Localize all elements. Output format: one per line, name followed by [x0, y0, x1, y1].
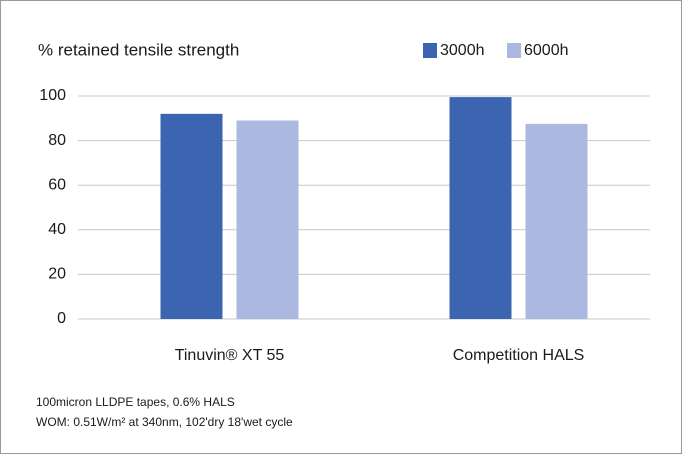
bar — [525, 123, 588, 319]
y-tick-label: 40 — [48, 221, 66, 238]
bar — [236, 120, 299, 319]
x-tick-label: Tinuvin® XT 55 — [175, 347, 285, 364]
bar — [449, 97, 512, 320]
legend-swatch — [507, 43, 521, 58]
note: 100micron LLDPE tapes, 0.6% HALS — [36, 395, 235, 409]
y-tick-label: 80 — [48, 132, 66, 149]
bar — [160, 113, 223, 319]
note: WOM: 0.51W/m² at 340nm, 102'dry 18'wet c… — [36, 415, 293, 429]
x-tick-label: Competition HALS — [453, 347, 585, 364]
chart-title: % retained tensile strength — [38, 40, 239, 59]
y-tick-label: 100 — [39, 87, 66, 104]
legend-label: 3000h — [440, 42, 485, 59]
y-tick-label: 20 — [48, 266, 66, 283]
legend-label: 6000h — [524, 42, 569, 59]
y-tick-label: 0 — [57, 310, 66, 327]
legend-swatch — [423, 43, 437, 58]
y-tick-label: 60 — [48, 176, 66, 193]
